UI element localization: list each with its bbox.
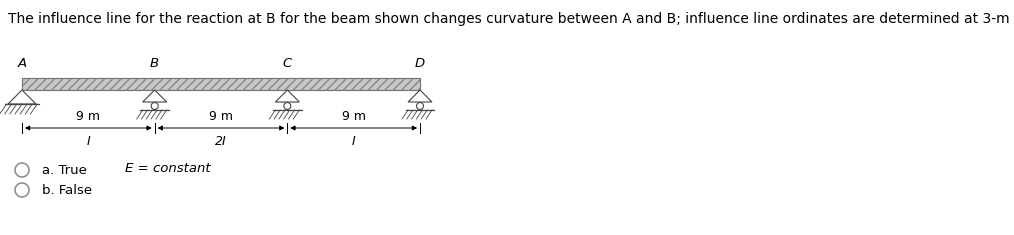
Text: B: B <box>150 57 159 70</box>
Text: 9 m: 9 m <box>342 110 366 123</box>
Text: C: C <box>283 57 292 70</box>
Circle shape <box>284 102 291 110</box>
Text: I: I <box>352 135 356 148</box>
Text: A: A <box>17 57 26 70</box>
Circle shape <box>151 102 158 110</box>
Text: 2I: 2I <box>215 135 227 148</box>
Text: D: D <box>415 57 425 70</box>
Text: I: I <box>86 135 90 148</box>
Text: a. True: a. True <box>42 164 87 176</box>
Circle shape <box>15 183 29 197</box>
Text: E = constant: E = constant <box>125 162 211 175</box>
Circle shape <box>15 163 29 177</box>
Circle shape <box>417 102 424 110</box>
Text: The influence line for the reaction at B for the beam shown changes curvature be: The influence line for the reaction at B… <box>8 12 1014 26</box>
Text: 9 m: 9 m <box>209 110 233 123</box>
Polygon shape <box>276 90 299 102</box>
Polygon shape <box>8 90 37 104</box>
Text: b. False: b. False <box>42 184 92 196</box>
Text: 9 m: 9 m <box>76 110 100 123</box>
Polygon shape <box>143 90 166 102</box>
Polygon shape <box>408 90 432 102</box>
FancyBboxPatch shape <box>22 78 420 90</box>
